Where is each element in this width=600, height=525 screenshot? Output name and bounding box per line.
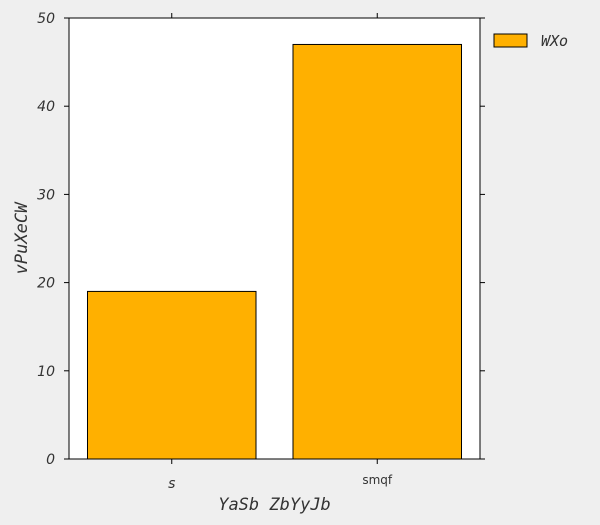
- legend-label: WXo: [541, 32, 568, 50]
- bar-s: [86, 290, 257, 460]
- y-tick-label: 10: [37, 364, 55, 380]
- y-ticks-group: 0 10 20 30 40 50: [37, 11, 485, 468]
- x-ticks-group: s smqf: [168, 13, 393, 492]
- bar-smqf: [292, 43, 463, 460]
- y-tick-label: 50: [37, 11, 55, 27]
- bars-group: [86, 43, 463, 460]
- y-tick-label: 40: [37, 99, 55, 115]
- y-tick-label: 20: [37, 276, 55, 292]
- y-axis-title: vPuXeCW: [12, 201, 32, 274]
- x-tick-label-smqf: smqf: [362, 473, 393, 487]
- y-tick-label: 0: [46, 452, 55, 468]
- legend: WXo: [493, 32, 568, 50]
- plot-frame: [68, 17, 481, 460]
- x-axis-title: YaSb ZbYyJb: [218, 495, 331, 515]
- y-tick-label: 30: [37, 187, 55, 203]
- legend-swatch: [493, 33, 528, 48]
- x-tick-label-s: s: [168, 476, 175, 492]
